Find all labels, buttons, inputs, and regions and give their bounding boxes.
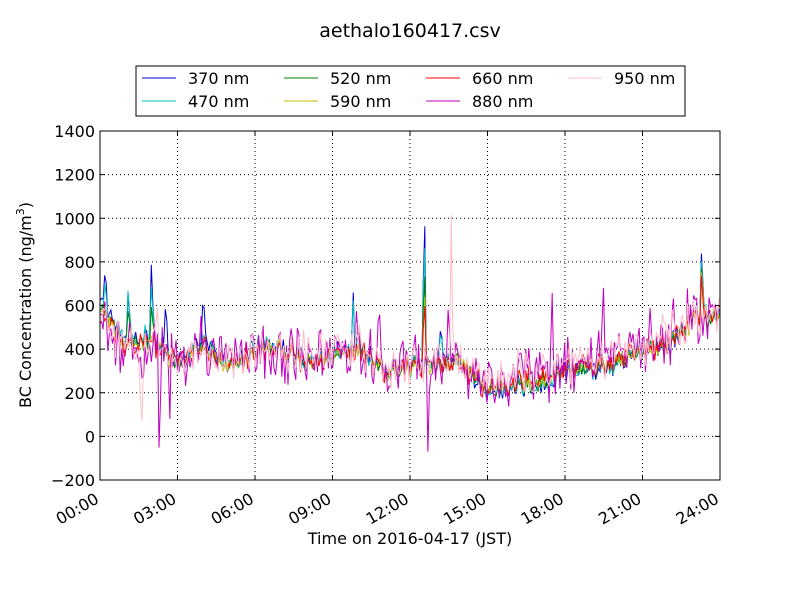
y-tick-label: 200 xyxy=(64,384,95,403)
x-tick-labels: 00:00 03:00 06:00 09:00 12:00 15:00 18:00 21:00… xyxy=(53,489,722,529)
legend-label: 470 nm xyxy=(188,92,249,111)
x-tick-label: 21:00 xyxy=(595,489,644,529)
y-axis-title: BC Concentration (ng/m3) xyxy=(14,202,35,408)
y-tick-labels: −200 0 200 400 600 800 1000 1200 1400 xyxy=(51,122,95,490)
x-tick-label: 12:00 xyxy=(363,489,412,529)
legend-label: 590 nm xyxy=(330,92,391,111)
legend-label: 880 nm xyxy=(472,92,533,111)
y-axis-title-main: BC Concentration (ng/m xyxy=(16,215,35,408)
chart-title: aethalo160417.csv xyxy=(319,20,501,42)
y-tick-label: 0 xyxy=(85,427,95,446)
legend: 370 nm 470 nm 520 nm 590 nm 660 nm 880 nm 950 … xyxy=(136,66,685,116)
plot-area xyxy=(100,215,720,452)
y-axis-title-superscript: 3 xyxy=(14,208,27,215)
legend-label: 660 nm xyxy=(472,69,533,88)
legend-label: 520 nm xyxy=(330,69,391,88)
y-axis-title-suffix: ) xyxy=(16,202,35,208)
y-tick-label: 1400 xyxy=(54,122,95,141)
x-tick-label: 15:00 xyxy=(440,489,489,529)
x-tick-label: 03:00 xyxy=(130,489,179,529)
x-tick-label: 09:00 xyxy=(285,489,334,529)
x-tick-label: 06:00 xyxy=(208,489,257,529)
y-tick-label: 1000 xyxy=(54,209,95,228)
y-tick-label: 400 xyxy=(64,340,95,359)
legend-label: 950 nm xyxy=(614,69,675,88)
x-tick-label: 18:00 xyxy=(518,489,567,529)
y-tick-label: 1200 xyxy=(54,166,95,185)
y-tick-label: 800 xyxy=(64,253,95,272)
y-tick-label: 600 xyxy=(64,297,95,316)
x-tick-label: 00:00 xyxy=(53,489,102,529)
x-axis-title: Time on 2016-04-17 (JST) xyxy=(307,529,512,548)
y-axis-title-group: BC Concentration (ng/m3) xyxy=(14,202,35,408)
y-tick-label: −200 xyxy=(51,471,95,490)
series-line xyxy=(100,215,720,421)
legend-label: 370 nm xyxy=(188,69,249,88)
grid xyxy=(100,131,720,480)
x-tick-label: 24:00 xyxy=(673,489,722,529)
